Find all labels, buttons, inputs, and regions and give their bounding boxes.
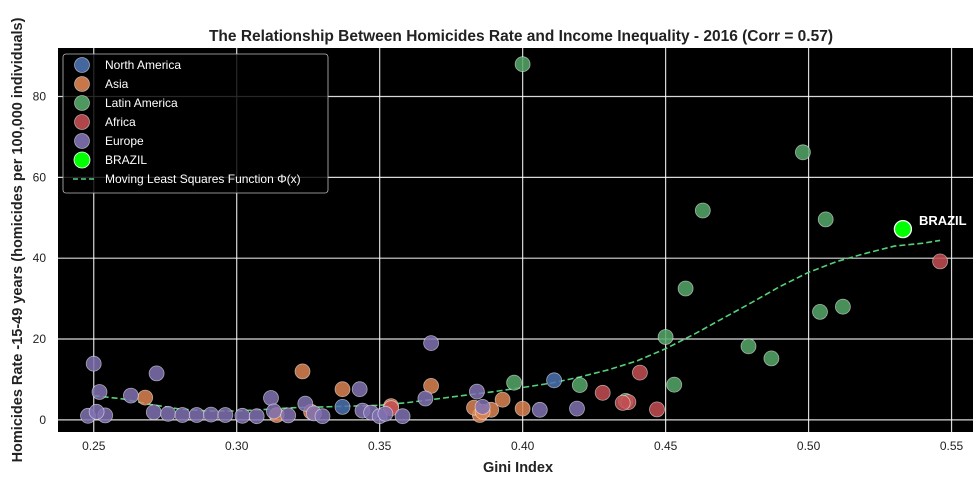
y-tick-label: 60 [33,170,47,184]
legend-label-north-america: North America [105,58,181,72]
legend-swatch-north-america [74,57,90,73]
legend-swatch-europe [74,133,90,149]
data-point-north-america [546,372,562,389]
data-point-latin-america [571,377,588,394]
data-point-asia [494,391,511,408]
data-point-africa [594,384,611,401]
data-point-latin-america [795,144,811,161]
legend-label-europe: Europe [105,134,144,148]
data-point-europe [248,408,265,425]
data-point-europe [145,404,162,421]
x-tick-label: 0.35 [368,439,392,453]
data-point-latin-america [817,211,834,228]
data-point-asia [514,400,531,417]
x-axis-label: Gini Index [483,460,553,476]
data-point-europe [351,381,368,398]
data-point-latin-america [812,303,828,320]
data-point-europe [217,407,234,423]
data-point-africa [932,253,948,270]
data-point-europe [234,407,251,424]
data-point-europe [314,408,331,425]
data-point-europe [423,335,440,352]
data-point-europe [417,390,434,407]
data-point-europe [569,400,585,417]
data-point-north-america [334,398,351,415]
legend-swatch-asia [74,76,90,92]
points-layer [80,56,948,425]
data-point-asia [294,363,311,380]
data-point-africa [632,364,648,381]
legend-label-moving-least-squares-function-x: Moving Least Squares Function Φ(x) [105,172,301,186]
legend-swatch-africa [74,114,90,130]
data-point-europe [265,403,282,420]
data-point-latin-america [763,350,780,367]
data-point-europe [280,407,297,424]
data-point-europe [188,407,205,423]
legend-frame [62,53,329,194]
y-tick-label: 80 [33,90,47,104]
y-tick-label: 40 [33,251,47,265]
x-tick-label: 0.50 [797,439,821,453]
data-point-europe [148,365,165,382]
legend-swatch-latin-america [74,95,90,111]
legend-label-asia: Asia [105,77,129,91]
data-point-asia [137,389,154,406]
legend-label-brazil: BRAZIL [105,153,147,167]
data-point-latin-america [740,338,757,355]
x-tick-label: 0.30 [225,439,249,453]
y-axis-ticks: 0 20 40 60 80 [33,90,47,427]
data-point-europe [203,406,219,423]
data-point-latin-america [835,298,851,315]
x-tick-label: 0.45 [654,439,678,453]
data-point-europe [468,383,485,400]
data-point-europe [531,401,548,418]
data-point-europe [174,407,191,423]
data-point-europe [474,398,491,415]
chart-title: The Relationship Between Homicides Rate … [209,28,833,45]
legend: North America Asia Latin America Africa Euro… [62,53,329,194]
annotation-layer: BRAZIL [919,213,967,228]
data-point-latin-america [666,376,683,393]
data-point-latin-america [677,280,694,297]
x-tick-label: 0.25 [82,439,106,453]
data-point-africa [614,394,631,411]
data-point-latin-america [657,329,674,345]
data-point-latin-america [694,202,711,219]
data-point-brazil [893,219,913,239]
legend-swatch-brazil [73,151,91,169]
brazil-annotation: BRAZIL [919,213,967,228]
data-point-europe [263,390,279,406]
data-point-europe [122,387,139,404]
data-point-europe [88,403,105,420]
data-point-latin-america [514,56,531,73]
x-axis-ticks: 0.25 0.30 0.35 0.40 0.45 0.50 0.55 [82,439,963,453]
legend-label-latin-america: Latin America [105,96,178,110]
data-point-europe [377,405,394,422]
data-point-europe [91,384,108,400]
x-tick-label: 0.40 [511,439,535,453]
y-tick-label: 0 [39,413,46,427]
y-axis-label: Homicides Rate -15-49 years (homicides p… [10,17,26,462]
data-point-africa [649,401,665,418]
data-point-latin-america [506,374,522,391]
data-point-europe [85,355,102,372]
legend-label-africa: Africa [105,115,136,129]
y-tick-label: 20 [33,332,47,346]
data-point-europe [160,405,177,422]
data-point-asia [334,381,351,398]
x-tick-label: 0.55 [940,439,964,453]
data-point-europe [394,408,411,425]
